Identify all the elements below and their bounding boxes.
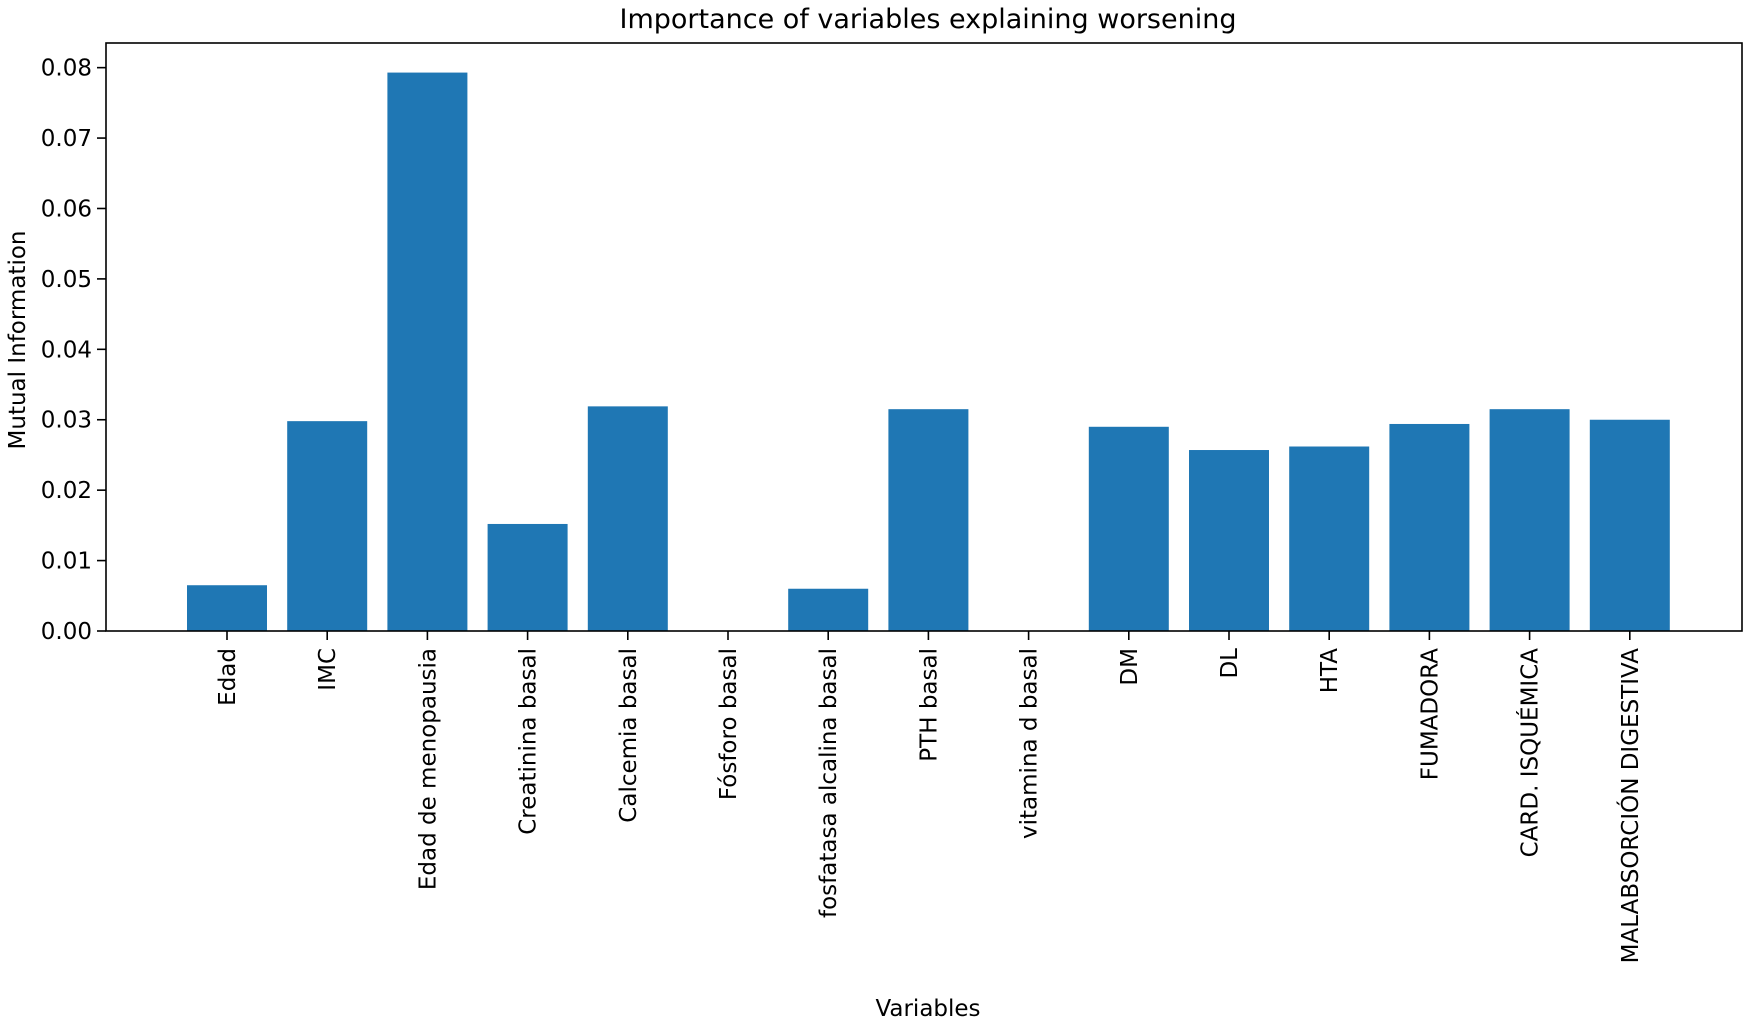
x-tick-label-11: HTA [1317,648,1343,694]
y-tick-label-4: 0.04 [41,337,92,363]
y-tick-label-7: 0.07 [41,126,92,152]
bar-2 [387,72,468,631]
y-tick-label-0: 0.00 [41,619,92,645]
x-tick-label-14: MALABSORCIÓN DIGESTIVA [1616,648,1644,964]
bar-12 [1389,423,1470,631]
bar-0 [187,585,267,631]
bar-6 [788,588,869,631]
x-tick-label-4: Calcemia basal [616,648,642,823]
y-tick-label-2: 0.02 [41,478,92,504]
plot-frame [105,42,1743,632]
x-tick-label-10: DL [1217,648,1243,679]
chart-title: Importance of variables explaining worse… [620,4,1237,35]
x-tick-label-8: vitamina d basal [1017,648,1043,839]
x-tick-label-13: CARD. ISQUÉMICA [1516,648,1544,858]
y-tick-label-1: 0.01 [41,549,92,575]
x-axis: Edad IMC Edad de menopausia Creatinina basa… [215,631,1644,963]
x-tick-label-0: Edad [215,648,241,706]
bar-11 [1289,446,1370,631]
x-tick-label-5: Fósforo basal [716,648,742,800]
bar-3 [487,523,568,631]
x-tick-label-2: Edad de menopausia [415,648,441,890]
y-axis-title: Mutual Information [5,231,31,450]
y-tick-label-6: 0.06 [41,196,92,222]
x-tick-label-3: Creatinina basal [516,648,542,835]
bars-layer [187,72,1670,631]
bar-4 [587,406,668,631]
bar-9 [1088,426,1169,631]
x-tick-label-6: fosfatasa alcalina basal [816,648,842,918]
x-tick-label-12: FUMADORA [1417,648,1443,781]
bar-13 [1489,409,1570,631]
x-tick-label-9: DM [1117,648,1143,686]
x-tick-label-1: IMC [315,648,341,691]
x-tick-label-7: PTH basal [916,648,942,762]
x-axis-title: Variables [875,996,980,1022]
y-tick-label-5: 0.05 [41,267,92,293]
y-tick-label-8: 0.08 [41,56,92,82]
bar-10 [1189,450,1269,631]
bar-1 [287,421,368,631]
y-axis: 0.00 0.01 0.02 0.03 0.04 0.05 0.06 0.07 0.08 [41,56,106,645]
y-tick-label-3: 0.03 [41,408,92,434]
bar-7 [888,409,969,631]
bar-14 [1589,419,1670,631]
